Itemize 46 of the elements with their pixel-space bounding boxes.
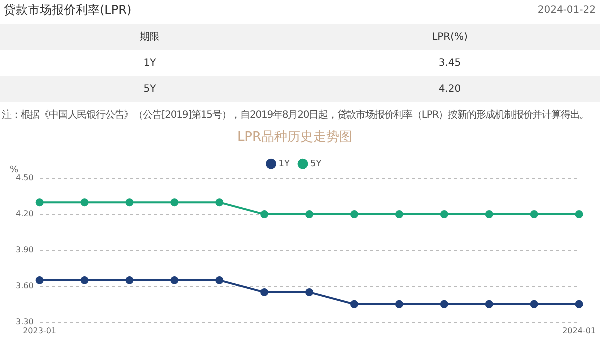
y-tick-label: 3.60: [16, 282, 34, 291]
point: [530, 300, 538, 308]
point: [126, 276, 134, 284]
point: [485, 210, 494, 219]
point: [306, 288, 314, 296]
point: [440, 210, 448, 219]
text: 4.20: [438, 84, 462, 94]
point: [530, 210, 538, 219]
y-axis-title: %: [10, 165, 19, 176]
point: [126, 198, 134, 207]
text: 5Y: [142, 84, 158, 94]
point: [216, 276, 224, 284]
text: 注：根据《中国人民银行公告》（公告[2019]第15号），自2019年8月20日起，贷款市场报价利率（LPR）按新的形成机制报价并计算得出。: [1, 108, 590, 123]
text: 2024-01-22: [538, 4, 596, 16]
point: [440, 300, 448, 308]
point: [260, 210, 269, 219]
y-tick-label: 4.50: [16, 174, 34, 183]
point: [575, 300, 584, 308]
y-tick-label: 3.30: [16, 317, 34, 326]
y-tick-label: 3.90: [16, 246, 34, 255]
legend-label: 5Y: [310, 159, 322, 170]
point: [395, 210, 404, 219]
point: [260, 288, 269, 296]
point: [36, 276, 44, 284]
point: [575, 210, 584, 219]
point: [170, 198, 179, 207]
chart-title: LPR品种历史走势图: [237, 130, 353, 146]
point: [350, 300, 359, 308]
legend-label: 1Y: [278, 159, 290, 170]
text: 贷款市场报价利率(LPR): [4, 2, 132, 18]
point: [306, 210, 314, 219]
point: [80, 276, 89, 284]
point: [485, 300, 494, 308]
text: 期限: [139, 30, 161, 44]
point: [395, 300, 404, 308]
y-tick-label: 4.20: [16, 210, 34, 219]
x-tick-label: 2023-01: [23, 326, 57, 336]
x-tick-label: 2024-01: [562, 326, 596, 336]
point: [80, 198, 89, 207]
text: 1Y: [142, 58, 158, 68]
text: LPR(%): [431, 32, 469, 42]
point: [170, 276, 179, 284]
point: [350, 210, 359, 219]
point: [36, 198, 44, 207]
point: [216, 198, 224, 207]
text: 3.45: [438, 58, 462, 68]
